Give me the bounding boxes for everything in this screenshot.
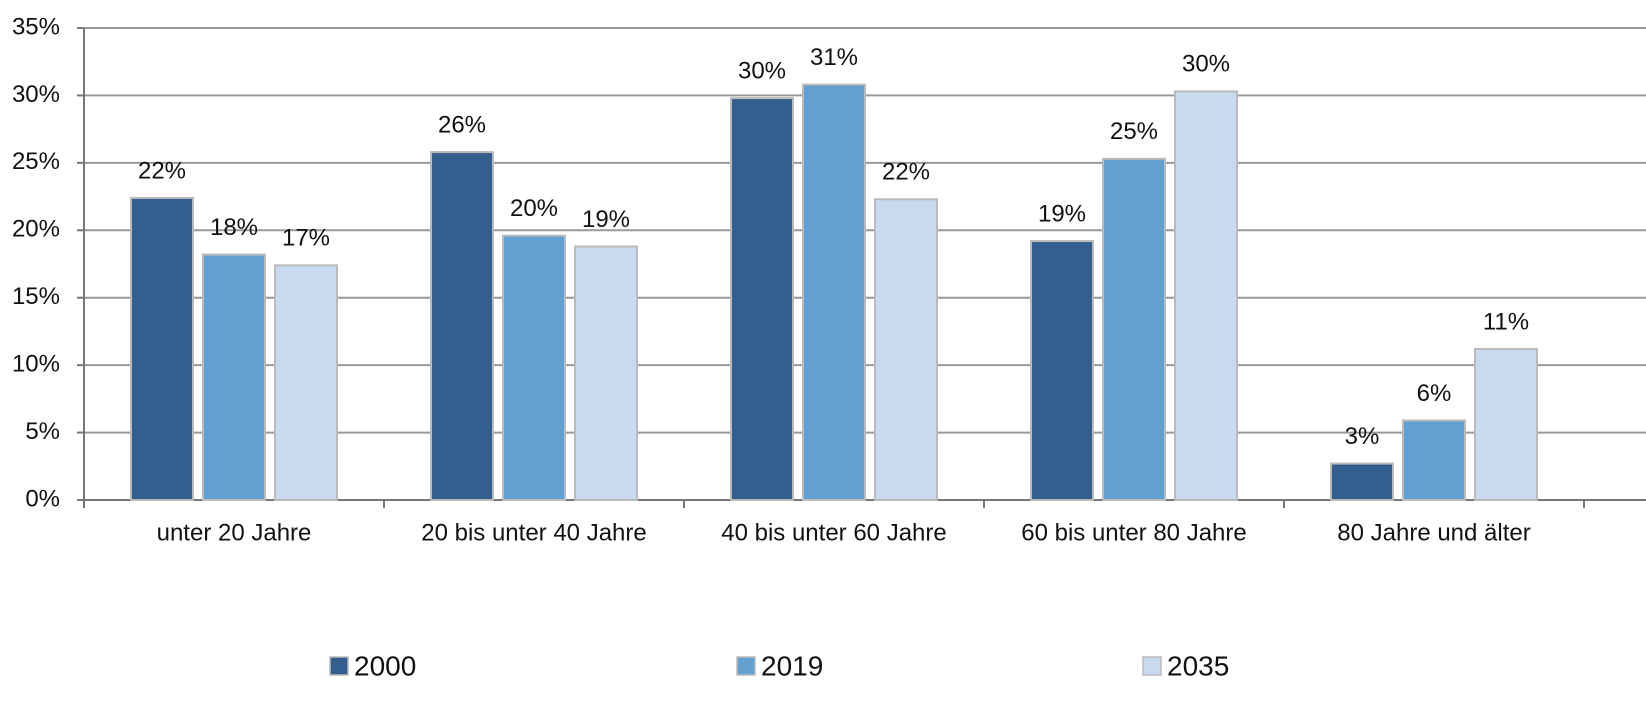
value-label: 19% <box>1038 200 1086 227</box>
bar <box>202 253 266 501</box>
value-label: 6% <box>1417 380 1452 407</box>
y-tick-label: 5% <box>25 418 60 445</box>
legend-swatch <box>329 656 349 676</box>
value-label: 20% <box>510 195 558 222</box>
y-tick-label: 20% <box>12 216 60 243</box>
y-tick-label: 35% <box>12 13 60 40</box>
value-label: 18% <box>210 214 258 241</box>
y-tick-label: 25% <box>12 148 60 175</box>
legend-label: 2000 <box>354 650 416 681</box>
bar <box>502 234 566 501</box>
bar <box>574 245 638 501</box>
bar <box>1174 90 1238 502</box>
bar <box>430 151 494 501</box>
legend-swatch <box>736 656 756 676</box>
value-label: 26% <box>438 111 486 138</box>
x-tick-label: 80 Jahre und älter <box>1337 519 1530 546</box>
bar <box>1102 157 1166 501</box>
x-tick-label: 60 bis unter 80 Jahre <box>1021 519 1246 546</box>
value-label: 22% <box>882 159 930 186</box>
y-tick-label: 0% <box>25 485 60 512</box>
value-label: 31% <box>810 44 858 71</box>
value-label: 19% <box>582 206 630 233</box>
value-label: 30% <box>1182 51 1230 78</box>
bar <box>730 97 794 502</box>
bar <box>130 196 194 501</box>
legend-label: 2035 <box>1167 650 1229 681</box>
value-label: 11% <box>1483 308 1529 335</box>
value-label: 25% <box>1110 118 1158 145</box>
y-tick-label: 30% <box>12 81 60 108</box>
bar <box>1402 419 1466 502</box>
bar <box>1030 240 1094 501</box>
value-label: 30% <box>738 57 786 84</box>
bar <box>874 198 938 501</box>
y-tick-label: 10% <box>12 350 60 377</box>
x-tick-label: 20 bis unter 40 Jahre <box>421 519 646 546</box>
bar <box>1330 462 1394 501</box>
legend-label: 2019 <box>761 650 823 681</box>
bar <box>802 83 866 501</box>
x-tick-label: unter 20 Jahre <box>157 519 312 546</box>
bar <box>1474 347 1538 501</box>
value-label: 17% <box>282 225 330 252</box>
value-label: 3% <box>1345 423 1380 450</box>
x-tick-label: 40 bis unter 60 Jahre <box>721 519 946 546</box>
y-tick-label: 15% <box>12 283 60 310</box>
value-label: 22% <box>138 157 186 184</box>
bar <box>274 264 338 501</box>
legend-swatch <box>1142 656 1162 676</box>
